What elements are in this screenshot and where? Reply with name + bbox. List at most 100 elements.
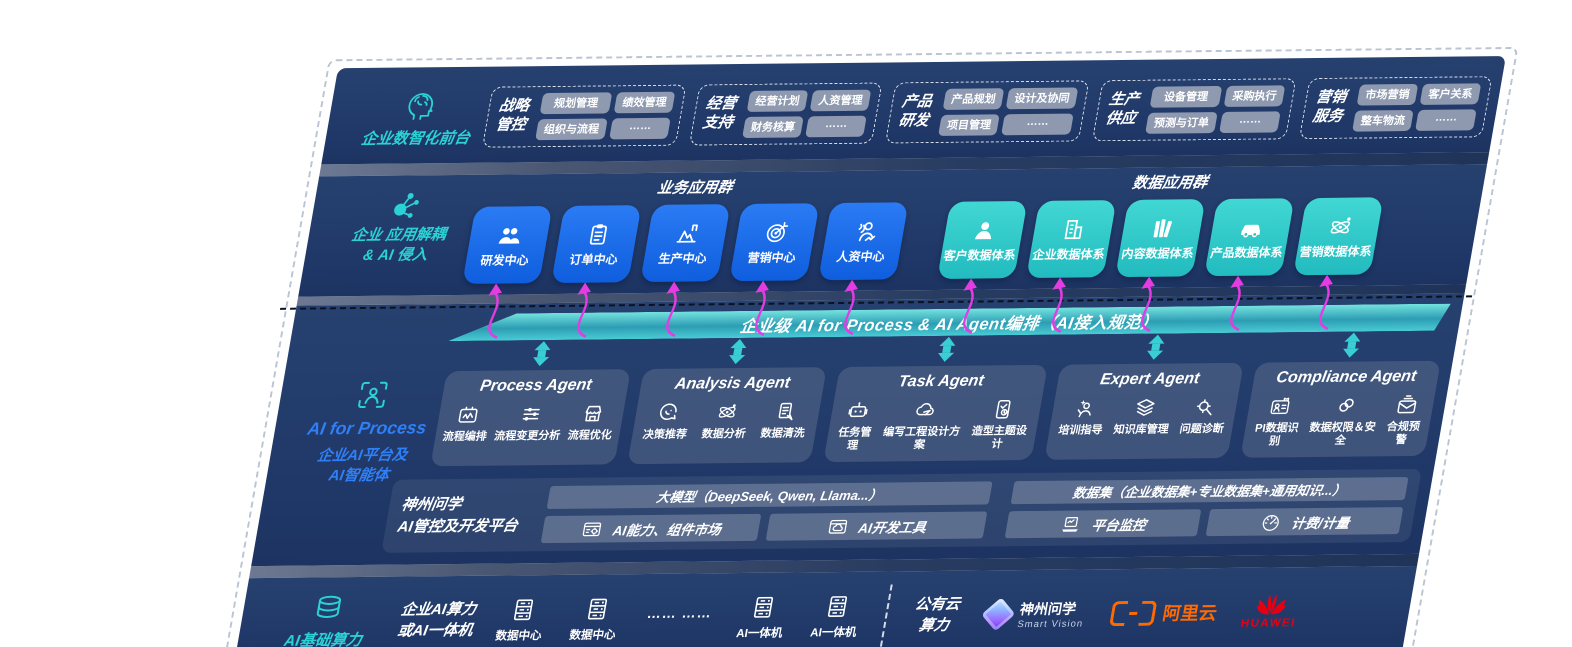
ai-layer-band: AI for Process 企业AI平台及 AI智能体 企业级 AI for … (251, 293, 1473, 567)
chip: 人资管理 (809, 89, 872, 111)
tile-label: 订单中心 (568, 251, 619, 267)
flow-arrow (1229, 275, 1244, 332)
agent-item: 数据分析 (700, 400, 751, 442)
partner-name: 神州问学 (1018, 600, 1078, 618)
front-group-chips: 设备管理 采购执行 预测与订单 …… (1145, 84, 1286, 134)
partner-subtitle: Smart Vision (1016, 618, 1085, 631)
aliyun-dash-icon (1128, 611, 1138, 615)
front-group-operation: 经营支持 经营计划 人资管理 财务核算 …… (688, 82, 883, 146)
infra-label: AI基础算力 (282, 631, 364, 647)
person-icon (974, 221, 991, 239)
front-group-chips: 产品规划 设计及协同 项目管理 …… (938, 86, 1079, 136)
front-group-title: 经营支持 (701, 95, 738, 132)
architecture-panel: 企业数智化前台 战略管控 规划管理 绩效管理 组织与流程 …… 经营支持 经营计… (232, 56, 1506, 647)
chip: 财务核算 (742, 115, 804, 138)
data-permission-security-icon (1339, 398, 1354, 412)
agent-item: 流程变更分析 (493, 402, 566, 444)
hr-people-icon (858, 221, 875, 241)
agent-item-label: 造型主题设计 (970, 425, 1028, 451)
engineering-design-icon (916, 403, 935, 416)
clipboard-icon (589, 223, 607, 245)
server-icon (828, 595, 848, 617)
data-group-title: 数据应用群 (1130, 174, 1209, 192)
cloud-line1: 公有云 (913, 595, 962, 613)
target-icon (766, 221, 788, 242)
ai-capability-market-cell: AI能力、组件市场 (540, 514, 762, 544)
infra-band: AI基础算力 企业AI算力 或AI一体机 数据中心 数据中心 …… …… AI一… (233, 566, 1417, 647)
flow-arrow (1051, 277, 1066, 333)
tile-hr-center: 人资中心 (818, 202, 909, 336)
ai-platform-subtitle-line1: 企业AI平台及 (315, 446, 409, 465)
agent-item-label: 编写工程设计方案 (882, 425, 962, 452)
flow-arrow (576, 282, 591, 338)
front-layer-band: 企业数智化前台 战略管控 规划管理 绩效管理 组织与流程 …… 经营支持 经营计… (321, 56, 1506, 165)
data-analysis-icon (719, 404, 737, 418)
chip: 项目管理 (938, 113, 1000, 136)
business-tiles: 研发中心 订单中心 生产中心 (462, 202, 909, 339)
agent-item-label: 决策推荐 (641, 428, 688, 442)
process-optimization-icon (585, 405, 602, 422)
front-layer-rail: 企业数智化前台 (346, 86, 493, 150)
front-group-title: 战略管控 (494, 97, 531, 134)
infra-rail: AI基础算力 (272, 593, 380, 647)
agent-item-label: 培训指导 (1057, 424, 1104, 437)
agent-item-label: 数据分析 (700, 427, 747, 441)
knowledge-base-icon (1136, 399, 1155, 416)
ai-dev-tools-cell: AI开发工具 (765, 511, 987, 542)
flow-arrow (962, 278, 977, 334)
server-icon (513, 599, 533, 621)
agent-item-label: 问题诊断 (1178, 422, 1225, 436)
agent-card-task: Task Agent 任务管理 编写工程设计方案 造型主题设计 (823, 336, 1048, 463)
data-cleaning-icon (778, 402, 793, 421)
tile-label: 生产中心 (657, 250, 708, 266)
platform-name: 神州问学 AI管控及开发平台 (396, 493, 536, 538)
front-layer-groups: 战略管控 规划管理 绩效管理 组织与流程 …… 经营支持 经营计划 人资管理 财… (481, 75, 1493, 148)
double-arrow-icon (1145, 334, 1166, 360)
front-group-title: 产品研发 (897, 93, 934, 130)
books-icon (1153, 218, 1172, 237)
compute-nodes: 数据中心 数据中心 …… …… AI一体机 AI一体机 (494, 593, 863, 644)
node-label: AI一体机 (809, 626, 858, 640)
agent-item-label: 任务管理 (837, 426, 873, 453)
agent-card-compliance: Compliance Agent PI数据识别 数据权限＆安全 合规预警 (1240, 332, 1441, 459)
app-layer-label: 企业 应用解耦 & AI 侵入 (346, 225, 447, 267)
data-app-group: 数据应用群 客户数据体系 企业数据体系 (935, 169, 1388, 334)
team-icon (498, 227, 519, 244)
front-group-strategy: 战略管控 规划管理 绩效管理 组织与流程 …… (481, 84, 687, 148)
styling-theme-design-icon (995, 399, 1011, 419)
double-arrow-icon (531, 341, 552, 367)
front-group-chips: 市场营销 客户关系 整车物流 …… (1352, 82, 1482, 132)
flow-arrow (754, 280, 769, 337)
node-label: AI一体机 (735, 627, 784, 640)
tile-customer-data: 客户数据体系 (937, 201, 1028, 334)
partner-name: HUAWEI (1239, 617, 1297, 631)
platform-cell-label: AI开发工具 (857, 519, 928, 536)
aliyun-bracket-left-icon (1108, 600, 1129, 627)
partner-logos: 神州问学 Smart Vision 阿里云 (981, 594, 1301, 633)
chip: …… (1219, 110, 1281, 133)
data-tiles: 客户数据体系 企业数据体系 内容数据 (937, 197, 1384, 334)
server-icon (587, 598, 607, 620)
chip: 产品规划 (942, 87, 1005, 110)
shenzhou-wenxue-logo: 神州问学 Smart Vision (981, 597, 1087, 632)
agent-title: Analysis Agent (673, 374, 792, 393)
agent-item-label: PI数据识别 (1254, 422, 1300, 448)
compute-line1: 企业AI算力 (399, 600, 478, 619)
building-icon (1064, 219, 1083, 239)
tile-label: 内容数据体系 (1120, 245, 1195, 261)
tile-label: 研发中心 (479, 252, 530, 268)
huawei-flower-icon (1256, 594, 1287, 615)
compliance-alert-icon (1397, 395, 1417, 414)
platform-cell-label: 平台监控 (1090, 517, 1147, 534)
agent-item: 问题诊断 (1178, 395, 1229, 437)
flow-arrow (665, 281, 680, 337)
flow-arrow (843, 279, 858, 336)
agent-item: 造型主题设计 (964, 397, 1037, 452)
training-guidance-icon (1077, 399, 1091, 418)
node-label: 数据中心 (494, 629, 543, 643)
platform-cell-label: 计费/计量 (1290, 515, 1351, 532)
agent-item: 决策推荐 (642, 401, 693, 443)
chip: …… (805, 115, 867, 137)
nodes-ellipsis: …… …… (645, 604, 714, 622)
